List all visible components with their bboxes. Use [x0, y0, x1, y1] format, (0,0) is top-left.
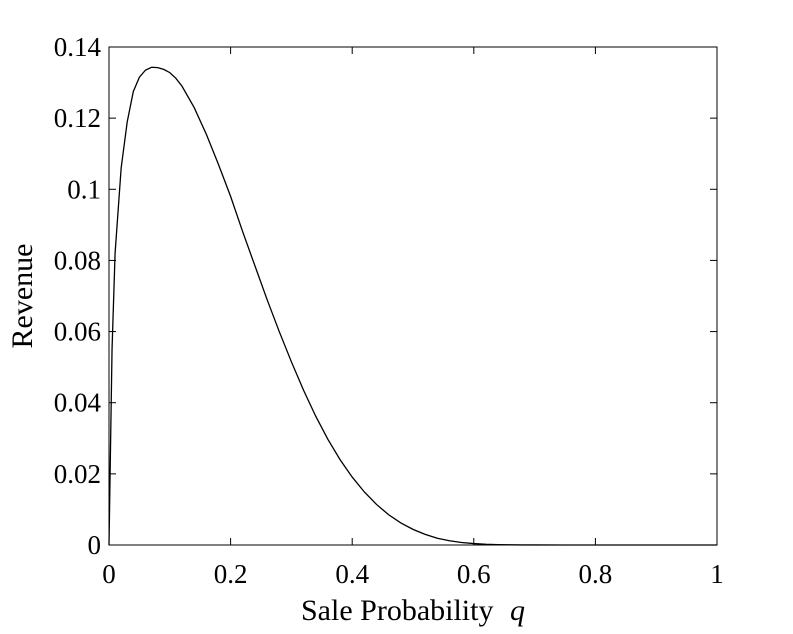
- y-tick-label: 0.08: [54, 245, 101, 275]
- x-tick-label: 0.8: [579, 559, 613, 589]
- x-axis-title-variable: q: [510, 594, 525, 627]
- x-axis-title-text: Sale Probability: [301, 594, 493, 627]
- y-tick-label: 0.14: [54, 32, 102, 62]
- x-tick-label: 0: [102, 559, 116, 589]
- x-tick-label: 0.2: [214, 559, 248, 589]
- y-axis-ticks: 0 0.02 0.04 0.06 0.08 0.1 0.12 0.14: [54, 32, 717, 560]
- y-tick-label: 0.04: [54, 388, 102, 418]
- y-axis-title: Revenue: [6, 244, 39, 349]
- y-tick-label: 0.02: [54, 459, 101, 489]
- y-tick-label: 0.12: [54, 103, 101, 133]
- y-tick-label: 0.06: [54, 317, 101, 347]
- y-tick-label: 0: [88, 530, 102, 560]
- y-tick-label: 0.1: [67, 174, 101, 204]
- x-axis-title: Sale Probability q: [301, 594, 525, 627]
- revenue-curve: [108, 66, 717, 546]
- x-axis-ticks: 0 0.2 0.4 0.6 0.8 1: [102, 47, 724, 589]
- x-tick-label: 0.6: [457, 559, 491, 589]
- x-tick-label: 1: [710, 559, 724, 589]
- x-tick-label: 0.4: [335, 559, 369, 589]
- plot-frame: [108, 46, 718, 546]
